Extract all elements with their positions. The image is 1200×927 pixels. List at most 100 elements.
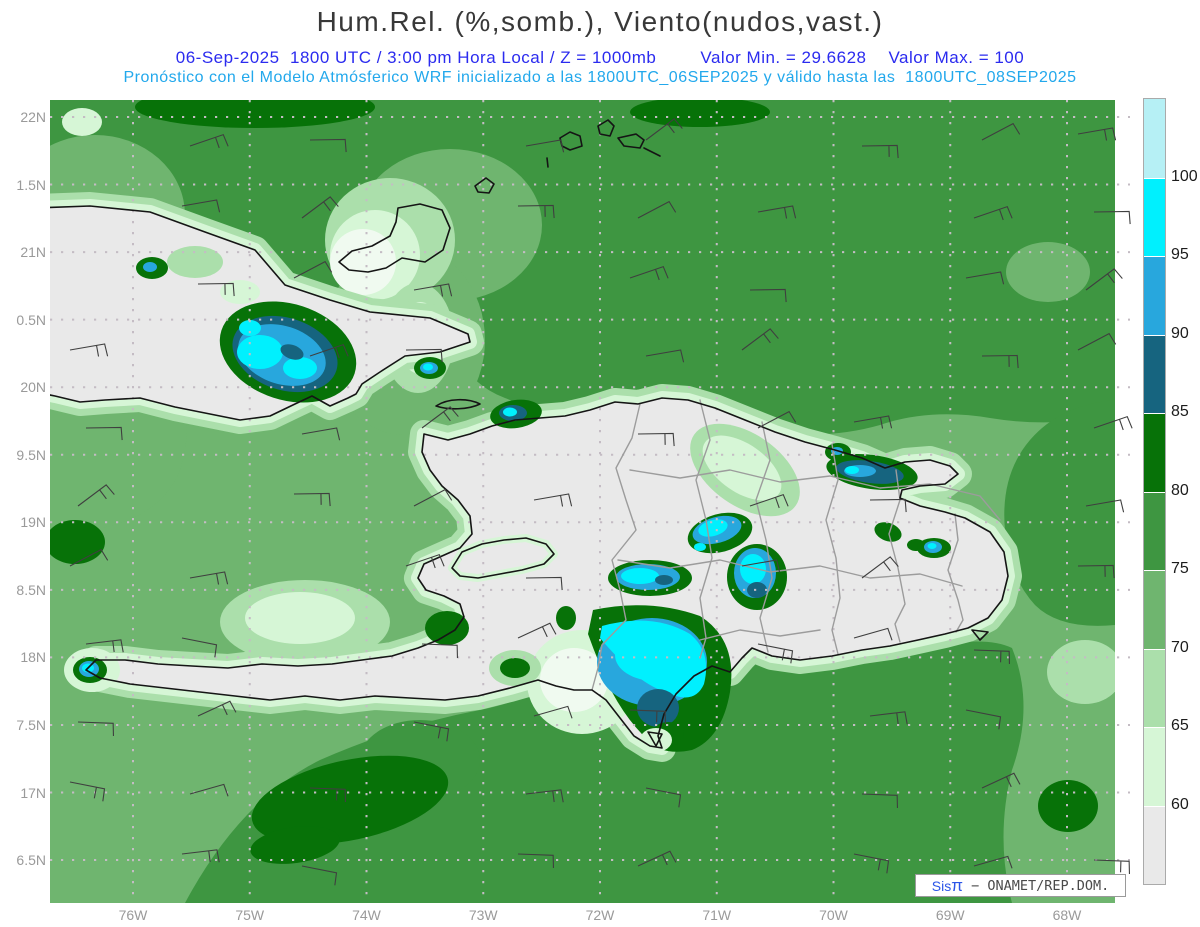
wind-barb xyxy=(1077,127,1117,141)
colorbar-tick-label: 100 xyxy=(1171,167,1198,185)
wind-barb xyxy=(181,637,218,658)
wind-barb xyxy=(869,711,908,725)
colorbar-tick-label: 90 xyxy=(1171,324,1189,342)
page-title: Hum.Rel. (%,somb.), Viento(nudos,vast.) xyxy=(316,6,884,37)
wind-barb xyxy=(741,559,781,573)
lon-tick-label: 76W xyxy=(118,907,148,923)
cuba-humidity-max xyxy=(136,257,446,403)
wind-barb xyxy=(77,721,115,736)
colorbar-tick-label: 60 xyxy=(1171,795,1189,813)
wind-barb xyxy=(85,426,123,441)
wind-barb xyxy=(749,493,789,509)
wind-barb xyxy=(525,576,563,591)
wind-barb xyxy=(309,343,349,359)
wind-barb xyxy=(301,196,339,219)
wind-barb xyxy=(981,354,1019,369)
wind-barb xyxy=(637,200,677,219)
wind-barb xyxy=(629,265,669,281)
north-humid-band xyxy=(50,100,1115,435)
colorbar-segment xyxy=(1144,177,1165,256)
wind-barb xyxy=(645,787,682,808)
wind-barb xyxy=(981,772,1021,789)
wind-barb xyxy=(413,721,450,742)
lat-tick-label: 20N xyxy=(20,379,46,396)
lat-tick-label: 0.5N xyxy=(16,311,46,328)
province-borders xyxy=(591,399,1001,691)
lon-tick-label: 70W xyxy=(819,907,848,923)
wind-barb xyxy=(517,853,555,868)
wind-barb xyxy=(421,406,459,429)
wind-barb xyxy=(413,488,453,507)
pi-symbol: π xyxy=(951,876,963,895)
colorbar-segment xyxy=(1144,99,1165,178)
wind-barb xyxy=(1085,499,1125,513)
wind-barb xyxy=(869,498,907,513)
wind-barb xyxy=(85,639,124,653)
wind-barb xyxy=(861,144,899,159)
wind-barb xyxy=(405,553,445,569)
lat-tick-label: 8.5N xyxy=(16,581,46,598)
colorbar-segment xyxy=(1144,334,1165,413)
wind-barb xyxy=(1077,564,1115,579)
colorbar-segment xyxy=(1144,805,1165,884)
lat-tick-label: 18N xyxy=(20,649,46,666)
lon-tick-label: 68W xyxy=(1052,907,1082,923)
sispi-brand-text: Sis xyxy=(931,877,952,894)
lon-tick-label: 71W xyxy=(702,907,732,923)
colorbar-tick-label: 85 xyxy=(1171,403,1189,420)
wind-barb xyxy=(293,492,331,507)
wind-barb xyxy=(981,122,1021,141)
wind-barb xyxy=(757,410,797,429)
onamet-watermark: Sis π − ONAMET/REP.DOM. xyxy=(915,874,1126,897)
wind-barb xyxy=(181,849,220,863)
south-coast-saturated-blob xyxy=(527,605,732,752)
wind-barb xyxy=(293,260,333,279)
wind-barb xyxy=(525,139,565,153)
lat-tick-label: 7.5N xyxy=(16,716,46,733)
coastlines xyxy=(50,119,1009,749)
humidity-colorbar xyxy=(1143,98,1166,885)
wind-barb xyxy=(189,783,229,797)
wind-barb xyxy=(973,205,1013,221)
wind-barb xyxy=(189,133,229,149)
colorbar-segment xyxy=(1144,491,1165,570)
colorbar-segment xyxy=(1144,256,1165,335)
wind-barb xyxy=(749,288,787,303)
wind-barb xyxy=(645,118,683,141)
wind-barb xyxy=(301,865,338,886)
lat-tick-label: 21N xyxy=(20,244,46,261)
wind-barb xyxy=(637,432,675,447)
model-init-line: Pronóstico con el Modelo Atmósferico WRF… xyxy=(123,69,1077,86)
value-min-text: Valor Min. = 29.6628 xyxy=(700,48,867,67)
wind-barb xyxy=(517,622,557,639)
colorbar-tick-label: 80 xyxy=(1171,481,1189,499)
wind-barb xyxy=(181,199,221,213)
wind-barb xyxy=(69,781,106,802)
wind-barb xyxy=(197,282,235,297)
wind-barb xyxy=(973,855,1013,869)
wind-barb xyxy=(309,138,347,153)
valid-time-text: 06-Sep-2025 1800 UTC / 3:00 pm Hora Loca… xyxy=(175,48,657,67)
wind-barb xyxy=(1093,859,1131,874)
wind-barb xyxy=(69,548,109,567)
wind-barb xyxy=(1077,332,1117,351)
wind-barb xyxy=(77,484,115,507)
wind-barb xyxy=(189,571,229,585)
wind-barb xyxy=(757,205,797,219)
colorbar-tick-label: 65 xyxy=(1171,717,1189,734)
wind-barb xyxy=(413,283,453,297)
wind-barb xyxy=(965,709,1002,730)
lat-tick-label: 1.5N xyxy=(16,176,46,193)
wind-barb xyxy=(861,556,899,579)
colorbar-segment xyxy=(1144,413,1165,492)
wind-barbs xyxy=(69,118,1133,886)
wind-barb xyxy=(533,705,573,719)
wind-barb xyxy=(645,349,685,363)
wind-barb xyxy=(861,793,899,808)
coastlines-and-borders xyxy=(50,119,1009,749)
wind-barb xyxy=(757,643,794,664)
lat-lon-gridlines xyxy=(50,100,1130,902)
value-max-text: Valor Max. = 100 xyxy=(888,48,1025,67)
lon-tick-label: 75W xyxy=(235,907,265,923)
